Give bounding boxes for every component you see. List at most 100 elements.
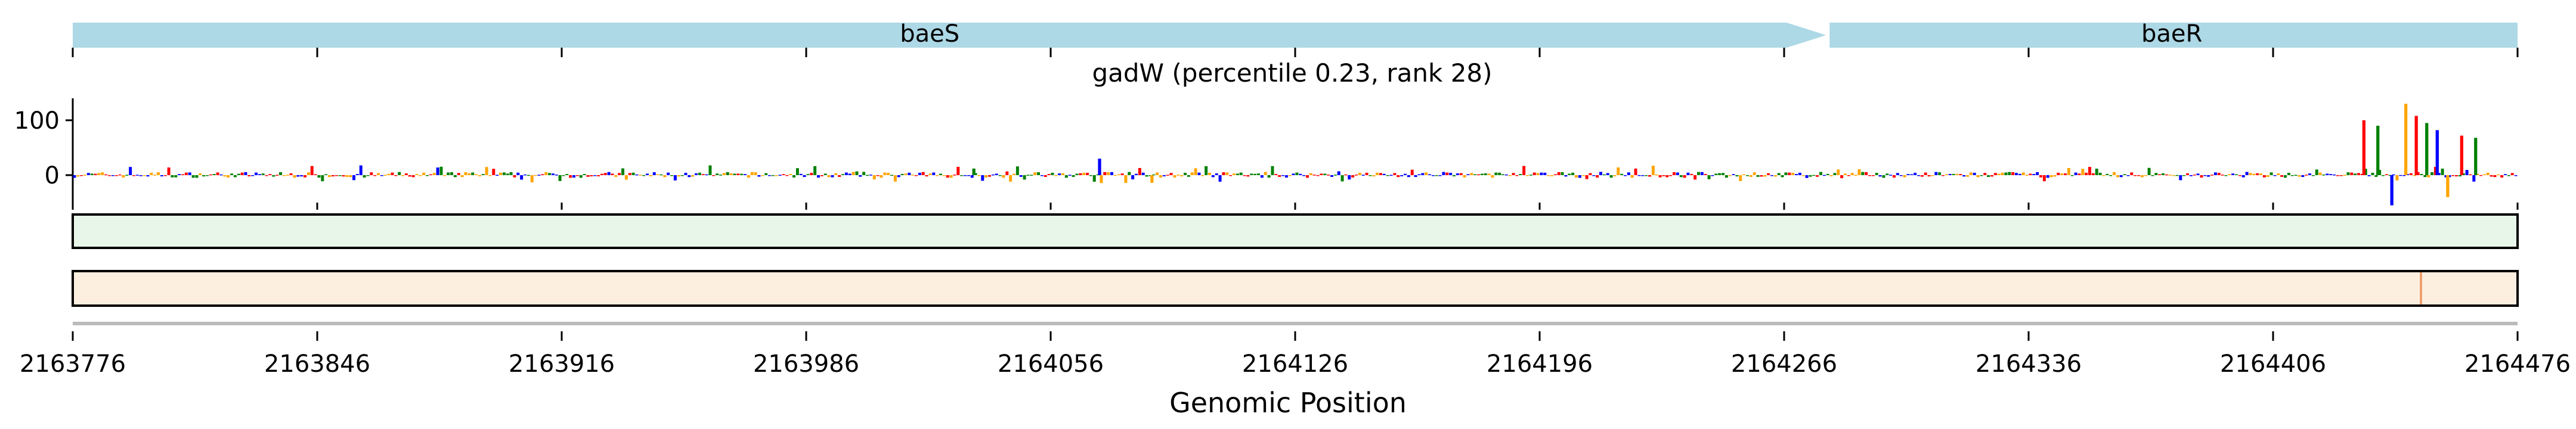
x-tick-label: 2164476 [2464,350,2571,378]
logo-letter [1581,175,1585,176]
logo-letter [984,175,988,178]
logo-letter [2015,173,2018,175]
logo-letter [506,173,509,175]
logo-letter [1564,175,1568,177]
logo-letter [2354,173,2357,175]
logo-letter [719,175,722,176]
logo-letter [1568,173,1571,175]
logo-letter [736,173,740,175]
logo-letter [1190,172,1194,175]
logo-letter [258,174,261,175]
logo-letter [1704,173,1707,175]
logo-letter [1948,173,1952,175]
logo-letter [2458,175,2462,177]
logo-letter [1683,175,1686,178]
logo-letter [199,173,202,175]
logo-letter [1589,173,1592,175]
logo-letter [2231,173,2235,175]
logo-letter [1606,173,1609,175]
logo-letter [2482,174,2486,176]
logo-letter [286,175,289,176]
logo-letter [1425,172,1428,175]
logo-letter [1700,172,1704,175]
logo-letter [1233,173,1236,175]
logo-letter [1141,172,1145,175]
x-axis: 2163776 2163846 2163916 2163986 2164056 21641… [20,331,2571,378]
logo-letter [970,175,974,178]
logo-letter [1662,175,1665,176]
logo-letter [1829,175,1833,176]
logo-letter [942,175,946,176]
logo-peak [2362,120,2366,175]
logo-letter [524,174,527,176]
logo-letter [673,175,677,181]
logo-letter [726,172,729,175]
logo-letter [219,174,223,176]
logo-letter [1316,175,1320,176]
logo-letter [2504,174,2507,175]
x-tick-label: 2164406 [2220,350,2326,378]
logo-letter [1952,173,1955,175]
logo-letter [114,175,118,176]
logo-letter [810,173,813,175]
logo-letter [1508,175,1512,176]
logo-letter [890,175,893,176]
logo-letter [404,173,408,175]
logo-letter [1271,166,1274,175]
logo-letter [859,175,862,177]
logo-letter [2057,172,2060,175]
logo-letter [1309,173,1312,175]
logo-letter [1236,173,1239,175]
logo-letter [1284,175,1288,178]
logo-peak [2474,138,2478,175]
logo-letter [1714,173,1718,175]
logo-letter [2238,175,2241,176]
logo-letter [1086,173,1089,175]
logo-letter [2036,172,2039,175]
logo-letter [338,175,342,176]
logo-letter [1885,173,1889,175]
logo-letter [2081,169,2085,175]
logo-letter [2196,173,2200,175]
logo-letter [1306,175,1309,178]
logo-letter [2116,175,2119,178]
logo-letter [2311,175,2315,176]
logo-letter [611,173,614,175]
logo-letter [775,175,778,176]
logo-letter [1253,173,1257,175]
logo-letter [1613,175,1617,176]
logo-letter [1997,173,2001,175]
logo-letter [530,175,534,183]
logo-letter [1711,175,1714,176]
logo-letter [1152,174,1156,176]
logo-letter [1239,172,1243,175]
logo-letter [1585,175,1589,179]
logo-letter [1173,175,1176,178]
logo-letter [869,175,872,176]
logo-letter [991,174,995,176]
logo-letter [1110,172,1113,175]
logo-letter [335,175,338,176]
logo-letter [1340,175,1344,182]
logo-peak [2425,123,2429,175]
logo-letter [485,167,488,175]
logo-letter [366,175,370,176]
logo-letter [946,175,949,178]
logo-letter [398,172,401,175]
logo-letter [359,165,363,175]
logo-letter [834,173,838,175]
logo-letter [496,175,499,176]
logo-letter [698,172,701,175]
logo-letter [795,168,799,175]
logo-letter [2182,175,2186,176]
logo-letter [2469,174,2472,176]
logo-letter [1837,169,1840,175]
logo-letter [883,172,887,175]
logo-letter [1466,174,1470,175]
logo-letter [1386,175,1389,176]
logo-letter [586,175,590,177]
logo-letter [1361,175,1365,176]
logo-letter [1201,175,1205,176]
logo-letter [1480,173,1484,175]
logo-letter [90,173,94,175]
